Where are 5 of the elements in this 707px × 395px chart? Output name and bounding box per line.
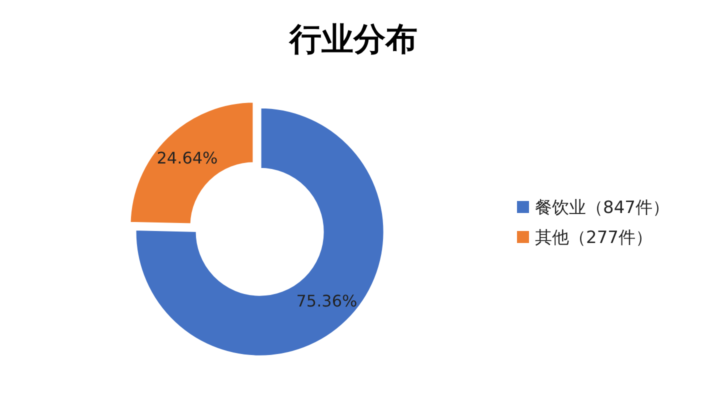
data-label: 75.36% [296, 291, 358, 310]
chart-title: 行业分布 [288, 20, 418, 58]
data-label: 24.64% [156, 148, 218, 168]
legend-label: 其他（277件） [535, 228, 652, 248]
legend-label: 餐饮业（847件） [535, 198, 670, 218]
